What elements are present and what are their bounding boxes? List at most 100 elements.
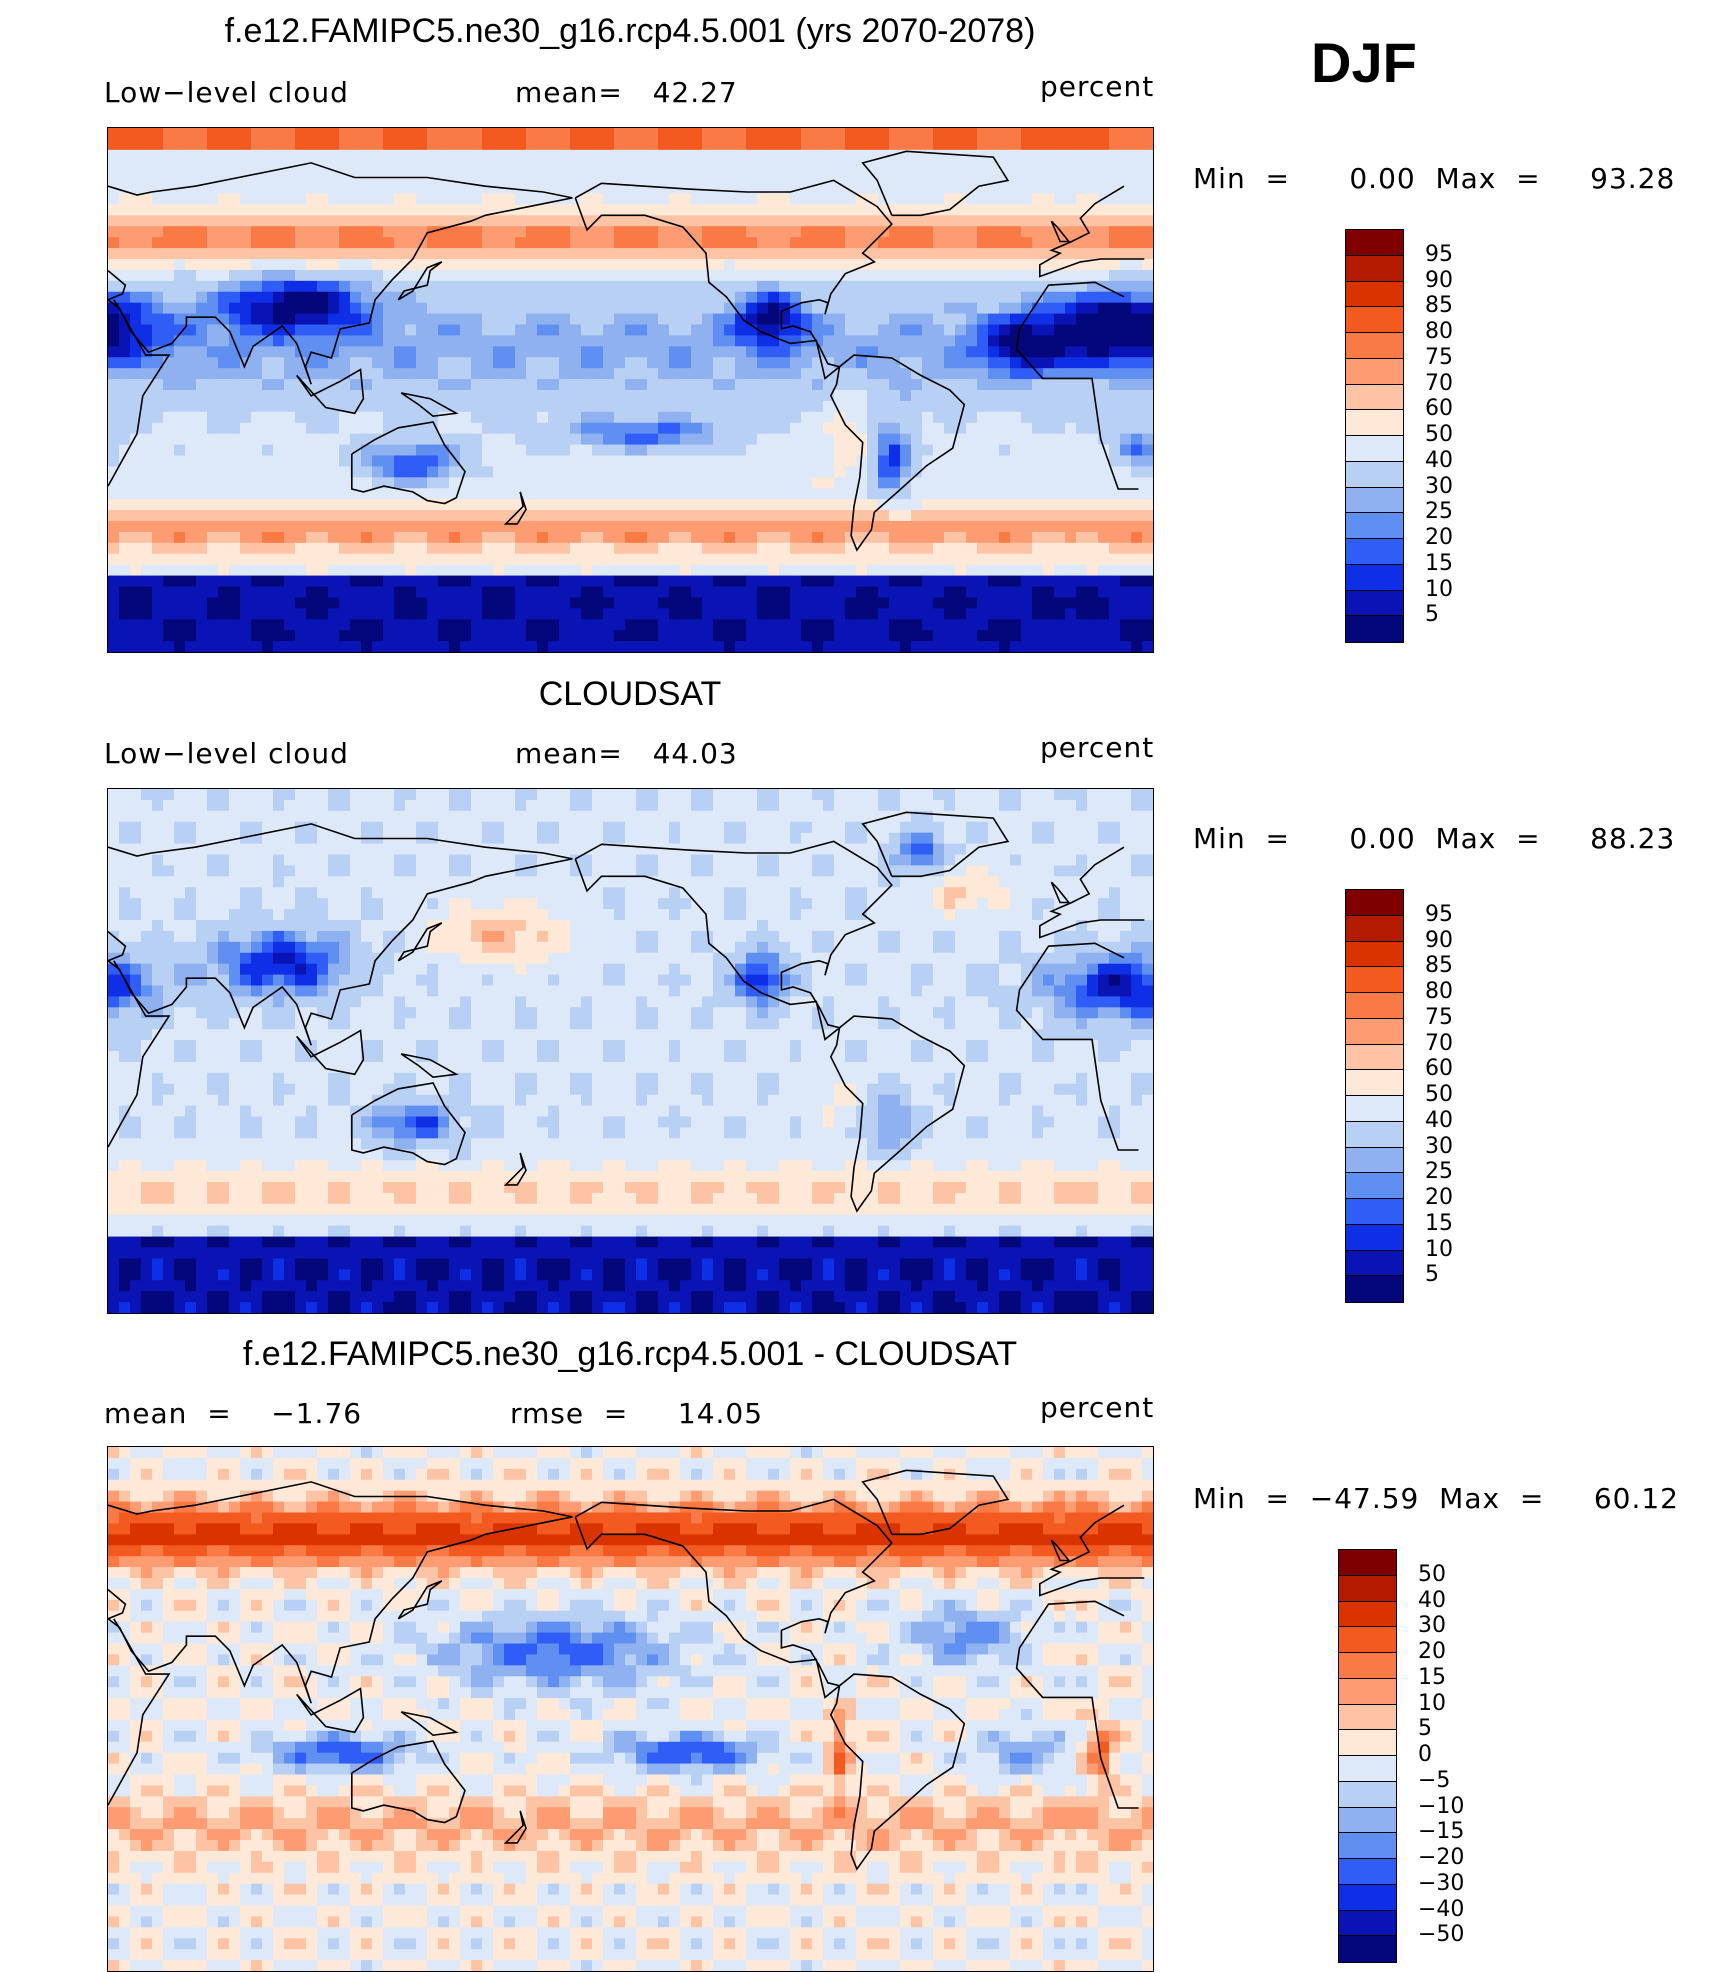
field-cell [724, 194, 736, 206]
field-cell [251, 554, 263, 566]
field-cell [185, 401, 197, 413]
field-cell [944, 477, 956, 489]
field-cell [196, 510, 208, 522]
field-cell [1098, 630, 1110, 642]
field-cell [999, 204, 1011, 216]
field-cell [361, 303, 373, 315]
field-cell [471, 390, 483, 402]
field-cell [1131, 226, 1143, 238]
field-cell [1043, 800, 1055, 812]
field-cell [911, 172, 923, 184]
field-cell [405, 597, 417, 609]
field-cell [350, 237, 362, 249]
field-cell [438, 139, 450, 151]
field-cell [372, 789, 384, 801]
field-cell [515, 161, 527, 173]
field-cell [449, 248, 461, 260]
field-cell [889, 434, 901, 446]
field-cell [845, 292, 857, 304]
field-cell [141, 811, 153, 823]
field-cell [955, 303, 967, 315]
field-cell [317, 226, 329, 238]
field-cell [548, 161, 560, 173]
field-cell [471, 499, 483, 511]
field-cell [350, 357, 362, 369]
field-cell [537, 346, 549, 358]
field-cell [834, 630, 846, 642]
field-cell [1109, 390, 1121, 402]
field-cell [449, 379, 461, 391]
field-cell [757, 314, 769, 326]
field-cell [460, 822, 472, 834]
field-cell [405, 183, 417, 195]
field-cell [1021, 423, 1033, 435]
field-cell [603, 499, 615, 511]
field-cell [581, 641, 593, 652]
field-cell [867, 215, 879, 227]
field-cell [284, 248, 296, 260]
field-cell [746, 499, 758, 511]
field-cell [515, 423, 527, 435]
field-cell [834, 314, 846, 326]
field-cell [955, 325, 967, 337]
field-cell [405, 357, 417, 369]
field-cell [977, 477, 989, 489]
field-cell [691, 335, 703, 347]
field-cell [229, 237, 241, 249]
field-cell [845, 554, 857, 566]
field-cell [757, 543, 769, 555]
field-cell [878, 456, 890, 468]
field-cell [1065, 346, 1077, 358]
field-cell [449, 521, 461, 533]
field-cell [416, 641, 428, 652]
field-cell [713, 576, 725, 588]
field-cell [614, 237, 626, 249]
field-cell [207, 390, 219, 402]
field-cell [493, 281, 505, 293]
field-cell [152, 619, 164, 631]
field-cell [779, 608, 791, 620]
field-cell [636, 128, 648, 140]
field-cell [691, 434, 703, 446]
field-cell [669, 608, 681, 620]
field-cell [449, 357, 461, 369]
field-cell [218, 335, 230, 347]
field-cell [603, 434, 615, 446]
field-cell [174, 565, 186, 577]
field-cell [504, 237, 516, 249]
field-cell [1065, 335, 1077, 347]
field-cell [295, 303, 307, 315]
field-cell [900, 619, 912, 631]
field-cell [1098, 811, 1110, 823]
field-cell [1065, 379, 1077, 391]
field-cell [922, 226, 934, 238]
field-cell [1131, 608, 1143, 620]
field-cell [1120, 346, 1132, 358]
field-cell [834, 576, 846, 588]
field-cell [394, 521, 406, 533]
field-cell [251, 543, 263, 555]
field-cell [504, 641, 516, 652]
field-cell [163, 477, 175, 489]
field-cell [570, 248, 582, 260]
field-cell [801, 139, 813, 151]
field-cell [196, 532, 208, 544]
field-cell [559, 379, 571, 391]
field-cell [977, 641, 989, 652]
field-cell [845, 325, 857, 337]
field-cell [1142, 576, 1153, 588]
field-cell [427, 466, 439, 478]
field-cell [977, 789, 989, 801]
field-cell [669, 314, 681, 326]
field-cell [691, 303, 703, 315]
field-cell [878, 445, 890, 457]
field-cell [1109, 368, 1121, 380]
field-cell [592, 619, 604, 631]
field-cell [1142, 488, 1153, 500]
field-cell [823, 521, 835, 533]
field-cell [306, 314, 318, 326]
field-cell [339, 248, 351, 260]
field-cell [790, 532, 802, 544]
field-cell [416, 335, 428, 347]
field-cell [141, 532, 153, 544]
